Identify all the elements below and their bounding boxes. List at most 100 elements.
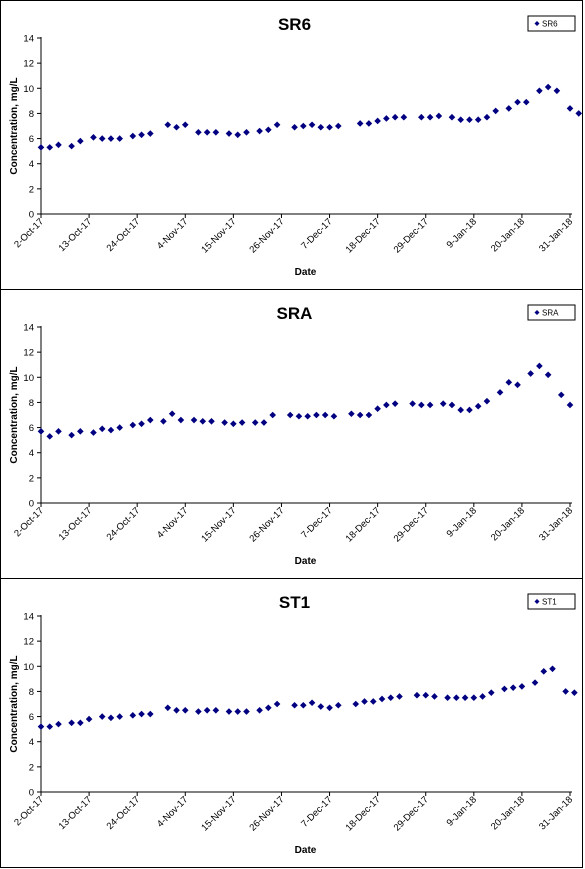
data-point (273, 700, 281, 708)
data-point (116, 424, 123, 431)
x-tick-label: 26-Nov-17 (247, 216, 286, 255)
data-point (68, 142, 75, 150)
x-tick-label: 24-Oct-17 (105, 794, 143, 832)
data-point (531, 679, 539, 686)
data-point (173, 123, 180, 131)
x-tick-label: 20-Jan-18 (489, 505, 527, 543)
data-point (483, 397, 491, 405)
data-point (313, 411, 320, 419)
data-point (435, 112, 443, 120)
data-point (514, 381, 521, 389)
data-point (501, 685, 508, 693)
data-point (116, 713, 123, 720)
data-point (400, 113, 408, 121)
data-point (321, 411, 329, 419)
data-point (107, 135, 115, 142)
data-point (46, 723, 54, 730)
data-point (107, 426, 115, 434)
data-point (426, 113, 434, 121)
data-point (260, 419, 268, 426)
data-point (146, 416, 154, 424)
x-tick-label: 2-Oct-17 (12, 216, 46, 250)
y-tick-label: 12 (23, 59, 34, 70)
data-point (168, 410, 176, 418)
chart-title: SRA (277, 304, 313, 323)
y-tick-label: 0 (29, 788, 34, 799)
y-tick-label: 12 (23, 637, 34, 648)
legend-label: ST1 (542, 598, 557, 607)
y-tick-label: 4 (29, 448, 34, 459)
data-point (334, 701, 342, 709)
x-tick-label: 15-Nov-17 (199, 794, 238, 833)
data-point (146, 710, 154, 718)
x-tick-label: 2-Oct-17 (12, 794, 46, 828)
data-point (356, 411, 364, 419)
x-tick-label: 4-Nov-17 (155, 505, 190, 540)
data-point (37, 723, 45, 730)
legend-box (527, 593, 576, 610)
data-point (199, 417, 207, 425)
data-point (540, 668, 548, 675)
data-point (553, 87, 561, 95)
data-point (256, 706, 263, 714)
y-tick-label: 14 (23, 34, 34, 45)
y-tick-label: 14 (23, 323, 34, 334)
data-point (514, 98, 521, 106)
data-point (138, 710, 145, 718)
data-point (55, 720, 62, 728)
data-point (173, 706, 180, 714)
data-point (107, 714, 115, 722)
x-tick-label: 26-Nov-17 (247, 794, 286, 833)
x-axis-title: Date (295, 845, 317, 856)
data-point (348, 410, 355, 418)
data-point (164, 704, 172, 712)
data-point (308, 121, 316, 129)
data-point (181, 706, 189, 714)
data-point (212, 706, 220, 714)
y-axis-title: Concentration, mg/L (9, 655, 20, 752)
data-point (90, 134, 97, 141)
data-point (361, 698, 368, 705)
x-tick-label: 24-Oct-17 (105, 216, 143, 254)
data-point (221, 419, 228, 426)
data-point (208, 417, 215, 425)
data-point (448, 113, 456, 121)
data-point (46, 433, 54, 440)
data-point (195, 708, 202, 715)
legend: SR6 (527, 15, 576, 32)
data-point (496, 389, 504, 396)
x-tick-label: 4-Nov-17 (155, 794, 190, 829)
data-point (98, 713, 106, 720)
data-point (413, 691, 421, 699)
data-point (269, 411, 277, 419)
x-tick-label: 9-Jan-18 (445, 216, 479, 250)
data-point (238, 419, 246, 426)
data-point (422, 691, 430, 699)
data-point (571, 689, 578, 696)
x-tick-label: 31-Jan-18 (537, 794, 575, 832)
x-axis-title: Date (295, 267, 317, 278)
legend-marker (534, 310, 540, 315)
x-tick-label: 9-Jan-18 (445, 505, 479, 539)
data-point (457, 116, 465, 124)
data-point (300, 122, 307, 130)
data-point (439, 400, 447, 407)
data-point (509, 684, 517, 691)
data-point (383, 115, 390, 122)
data-point (190, 416, 198, 424)
data-point (562, 688, 569, 695)
data-point (444, 694, 451, 702)
data-point (55, 141, 62, 149)
data-point (138, 420, 145, 428)
data-point (483, 113, 491, 121)
data-point (225, 708, 233, 715)
data-point (418, 401, 425, 409)
chart-title: ST1 (279, 593, 310, 612)
x-tick-label: 29-Dec-17 (392, 794, 431, 833)
data-point (265, 126, 272, 134)
data-point (234, 708, 242, 715)
data-point (129, 421, 137, 429)
x-tick-label: 4-Nov-17 (155, 216, 190, 251)
x-tick-label: 13-Oct-17 (57, 505, 95, 543)
data-point (291, 701, 298, 709)
